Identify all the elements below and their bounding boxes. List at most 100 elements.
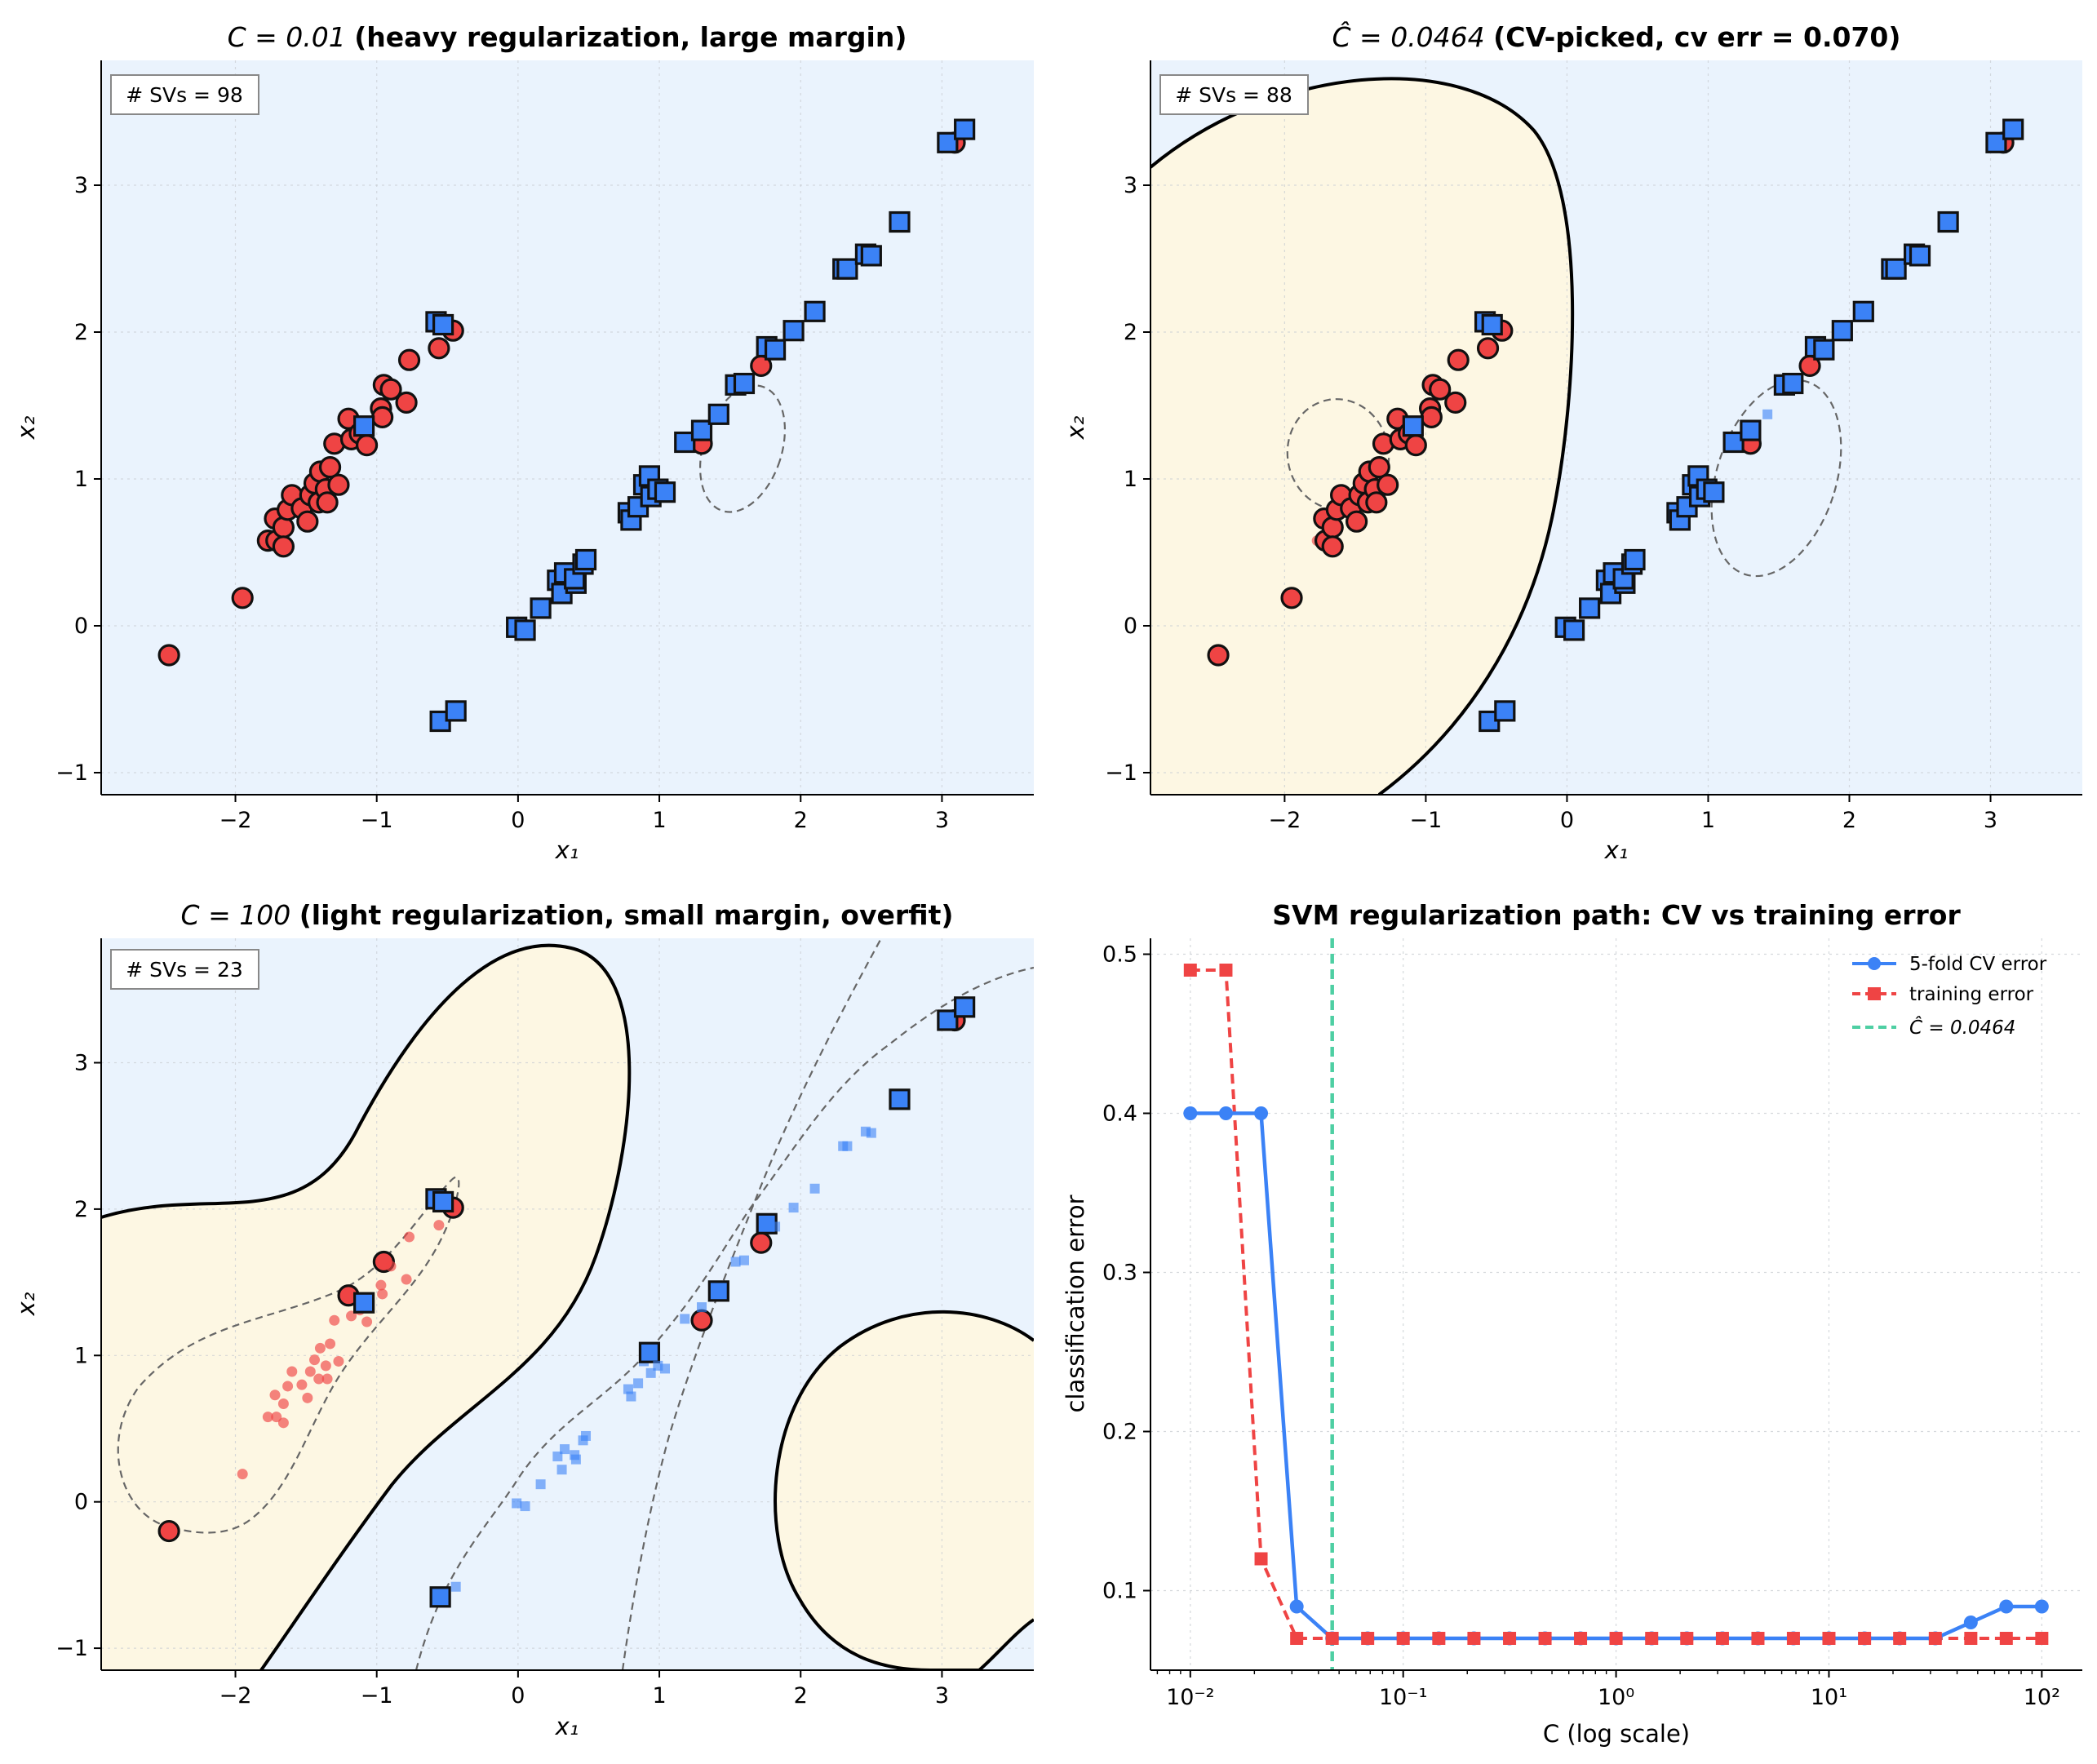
region-yellow (1150, 78, 1573, 795)
y-tick-label: 0 (74, 614, 88, 639)
y-axis-label: x₂ (1062, 415, 1089, 440)
red-point (433, 1220, 445, 1231)
blue-support-vector (1624, 548, 1646, 571)
red-point (325, 1338, 336, 1350)
red-point (262, 1412, 273, 1423)
blue-support-vector (889, 211, 911, 233)
training-error-marker (1751, 1632, 1765, 1645)
blue-support-vector (782, 320, 805, 342)
red-point (320, 1360, 331, 1372)
training-error-marker (1538, 1632, 1552, 1645)
title-text: (light regularization, small margin, ove… (299, 899, 954, 931)
x-tick-label: 3 (1984, 808, 1997, 833)
x-tick-label: 0 (1560, 808, 1574, 833)
red-support-vector (750, 1231, 773, 1254)
x-tick-label: 0 (511, 1683, 525, 1709)
blue-point (697, 1302, 707, 1313)
red-point (304, 1366, 316, 1377)
blue-support-vector (1937, 211, 1959, 233)
blue-support-vector (1579, 597, 1601, 619)
blue-point (535, 1479, 546, 1490)
panel-title: Ĉ = 0.0464 (CV-picked, cv err = 0.070) (1332, 20, 1901, 53)
training-error-marker (1645, 1632, 1659, 1645)
blue-point (866, 1128, 876, 1138)
red-support-vector (231, 587, 254, 609)
blue-support-vector (429, 1586, 451, 1608)
blue-support-vector (733, 372, 756, 395)
blue-support-vector (937, 131, 959, 153)
x-tick-label: 2 (794, 1683, 808, 1709)
red-support-vector (1420, 406, 1443, 428)
red-support-vector (397, 348, 421, 371)
y-tick-label: −1 (1105, 760, 1137, 786)
blue-support-vector (1563, 619, 1585, 641)
legend-marker-cv (1868, 957, 1881, 970)
blue-support-vector (530, 597, 552, 619)
y-tick-label: 0 (74, 1490, 88, 1515)
red-support-vector (316, 491, 339, 514)
blue-support-vector (1703, 481, 1725, 503)
title-text: (CV-picked, cv err = 0.070) (1493, 21, 1900, 53)
blue-point (842, 1141, 853, 1151)
x-tick-label: −1 (1410, 808, 1443, 833)
red-support-vector (327, 473, 350, 496)
blue-point (809, 1183, 820, 1194)
x-tick-label: 1 (652, 808, 666, 833)
blue-point (680, 1314, 690, 1324)
title-math: Ĉ = 0.0464 (1332, 20, 1485, 53)
x-tick-label: 10⁻² (1166, 1685, 1214, 1710)
training-error-marker (1361, 1632, 1375, 1645)
y-tick-label: 3 (74, 173, 88, 198)
region-yellow (775, 1311, 1034, 1670)
legend: 5-fold CV error training error Ĉ = 0.046… (1852, 954, 2047, 1039)
blue-point (570, 1450, 580, 1460)
blue-support-vector (1831, 320, 1853, 342)
blue-support-vector (954, 996, 976, 1018)
blue-support-vector (836, 258, 858, 280)
red-point (313, 1373, 325, 1385)
red-support-vector (1207, 644, 1230, 667)
x-tick-label: −1 (361, 1683, 393, 1709)
red-point (277, 1417, 289, 1429)
blue-support-vector (353, 1292, 375, 1314)
y-axis-label: x₂ (12, 1292, 40, 1316)
blue-support-vector (1402, 415, 1424, 437)
blue-support-vector (574, 548, 597, 571)
y-axis-label: x₂ (12, 415, 40, 440)
title-math: C = 100 (181, 899, 291, 931)
red-point (277, 1398, 289, 1409)
blue-support-vector (707, 1280, 729, 1302)
red-support-vector (272, 535, 295, 558)
margin-contour (621, 938, 882, 1670)
red-point (377, 1288, 388, 1300)
red-point (404, 1231, 415, 1243)
blue-support-vector (860, 245, 882, 267)
x-tick-label: −2 (1268, 808, 1301, 833)
x-axis-label: x₁ (1604, 836, 1629, 864)
training-error-marker (1503, 1632, 1517, 1645)
blue-support-vector (1985, 131, 2007, 153)
training-error-marker (1467, 1632, 1481, 1645)
points-layer (157, 118, 976, 733)
red-support-vector (1404, 433, 1427, 457)
ticks: −2 −1 0 1 2 3 −1 0 1 2 3 (1105, 173, 1997, 833)
y-tick-label: 3 (74, 1050, 88, 1075)
cv-error-marker (2034, 1599, 2049, 1614)
ticks: −2 −1 0 1 2 3 −1 0 1 2 3 (55, 1050, 949, 1709)
x-tick-label: 10⁻¹ (1379, 1685, 1427, 1710)
red-point (271, 1412, 282, 1423)
training-error-marker (1574, 1632, 1588, 1645)
training-error-marker (1822, 1632, 1836, 1645)
blue-point (788, 1203, 799, 1213)
margin-contour (415, 966, 1034, 1670)
sv-count-label: # SVs = 88 (1175, 83, 1292, 107)
decision-boundary (1150, 77, 1575, 795)
red-support-vector (1476, 337, 1500, 360)
blue-support-vector (674, 431, 696, 454)
training-error-marker (1964, 1632, 1978, 1645)
grid (101, 938, 1034, 1670)
red-support-vector (1346, 510, 1368, 533)
x-axis-label: C (log scale) (1543, 1720, 1690, 1748)
blue-support-vector (954, 118, 976, 140)
y-tick-label: 1 (1124, 467, 1137, 492)
